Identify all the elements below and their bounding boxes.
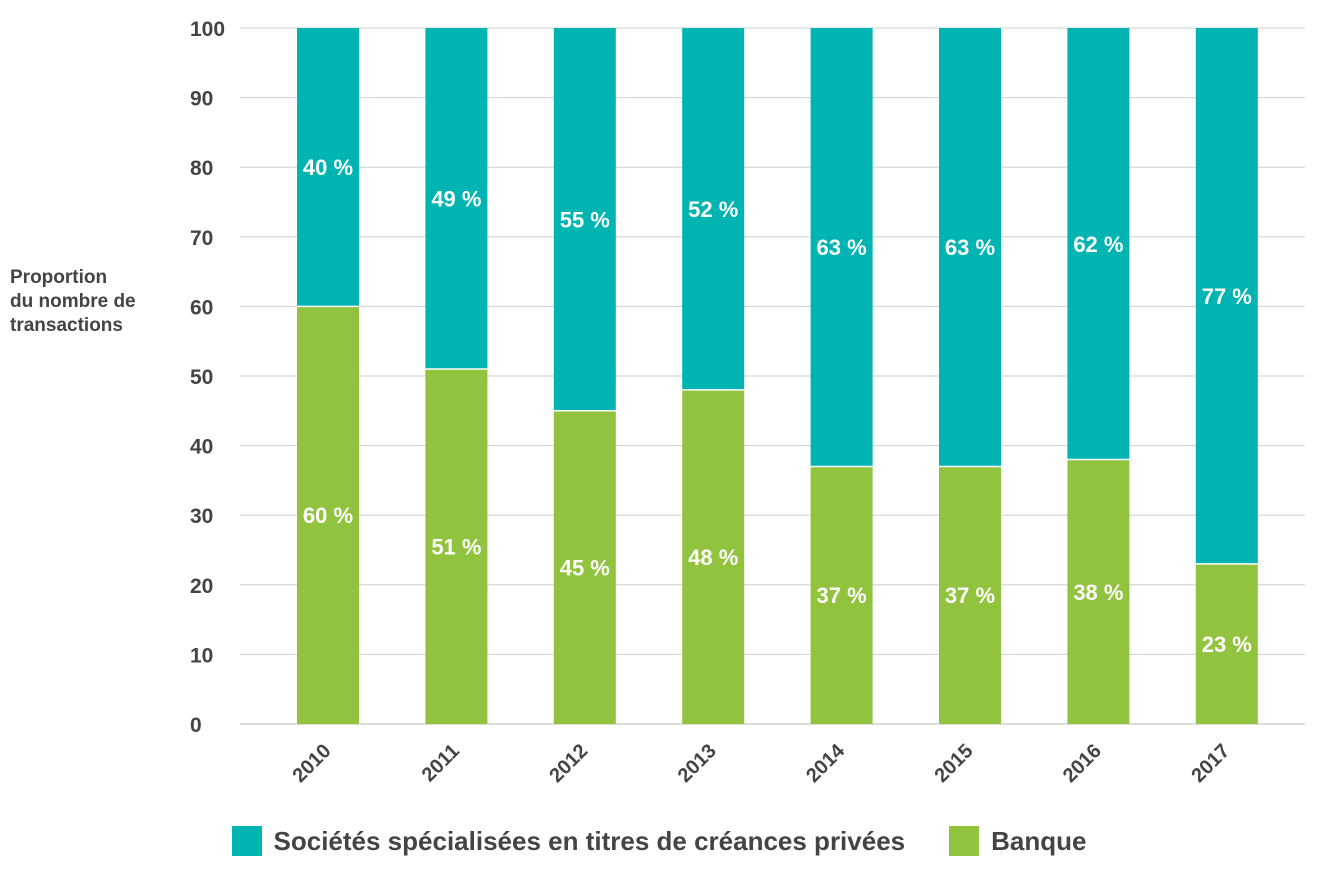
legend-label-banque: Banque	[991, 825, 1087, 856]
data-label-societes: 62 %	[1073, 232, 1123, 257]
data-label-societes: 63 %	[945, 235, 995, 260]
bar-societes-2015	[939, 28, 1001, 467]
x-tick-label: 2011	[418, 740, 464, 786]
data-label-banque: 45 %	[560, 555, 610, 580]
bar-banque-2014	[810, 466, 873, 724]
bar-banque-2016	[1067, 459, 1130, 724]
legend: Sociétés spécialisées en titres de créan…	[0, 816, 1318, 866]
y-tick-label: 0	[190, 714, 202, 737]
legend-item-societes: Sociétés spécialisées en titres de créan…	[231, 825, 906, 857]
y-tick-label: 90	[190, 88, 213, 111]
y-tick-label: 50	[190, 366, 213, 389]
bar-banque-2012	[553, 410, 616, 724]
y-tick-label: 60	[190, 296, 213, 319]
bar-banque-2010	[297, 306, 359, 724]
y-tick-label: 80	[190, 157, 213, 180]
bar-societes-2013	[682, 28, 745, 390]
bar-banque-2011	[425, 369, 488, 724]
legend-item-banque: Banque	[949, 826, 1086, 857]
data-label-banque: 23 %	[1202, 632, 1252, 657]
x-tick-label: 2017	[1187, 740, 1234, 787]
bar-societes-2012	[553, 28, 616, 411]
data-label-banque: 37 %	[945, 583, 995, 608]
bar-banque-2017	[1195, 563, 1258, 724]
data-label-banque: 51 %	[431, 535, 481, 560]
legend-label-societes: Sociétés spécialisées en titres de créan…	[273, 825, 906, 856]
bar-banque-2013	[682, 389, 745, 724]
y-tick-label: 40	[190, 436, 213, 459]
y-tick-label: 10	[190, 644, 213, 667]
y-axis-label: Proportion du nombre de transactions	[10, 267, 136, 336]
data-label-societes: 40 %	[303, 155, 353, 180]
legend-swatch-banque	[949, 826, 980, 856]
y-tick-label: 70	[190, 227, 213, 250]
data-label-banque: 60 %	[303, 503, 353, 528]
x-tick-label: 2012	[545, 740, 592, 787]
bar-banque-2015	[939, 466, 1001, 724]
bar-societes-2016	[1067, 28, 1130, 460]
data-label-banque: 37 %	[817, 583, 867, 608]
data-label-societes: 55 %	[560, 207, 610, 232]
data-label-societes: 77 %	[1202, 284, 1252, 309]
x-tick-label: 2015	[931, 740, 978, 787]
y-tick-label: 20	[190, 575, 213, 598]
bar-societes-2017	[1195, 28, 1258, 564]
x-tick-label: 2013	[674, 740, 721, 787]
x-tick-label: 2010	[289, 740, 336, 787]
bar-societes-2011	[425, 28, 488, 370]
legend-swatch-societes	[231, 826, 262, 856]
x-tick-label: 2016	[1059, 740, 1106, 787]
data-label-societes: 52 %	[688, 197, 738, 222]
data-label-banque: 48 %	[688, 545, 738, 570]
x-tick-label: 2014	[802, 739, 850, 787]
data-label-societes: 49 %	[431, 187, 481, 212]
bar-societes-2014	[810, 28, 873, 467]
bar-societes-2010	[297, 28, 359, 307]
data-label-societes: 63 %	[817, 235, 867, 260]
y-tick-label: 30	[190, 505, 213, 528]
data-label-banque: 38 %	[1073, 580, 1123, 605]
y-tick-label: 100	[190, 18, 225, 41]
